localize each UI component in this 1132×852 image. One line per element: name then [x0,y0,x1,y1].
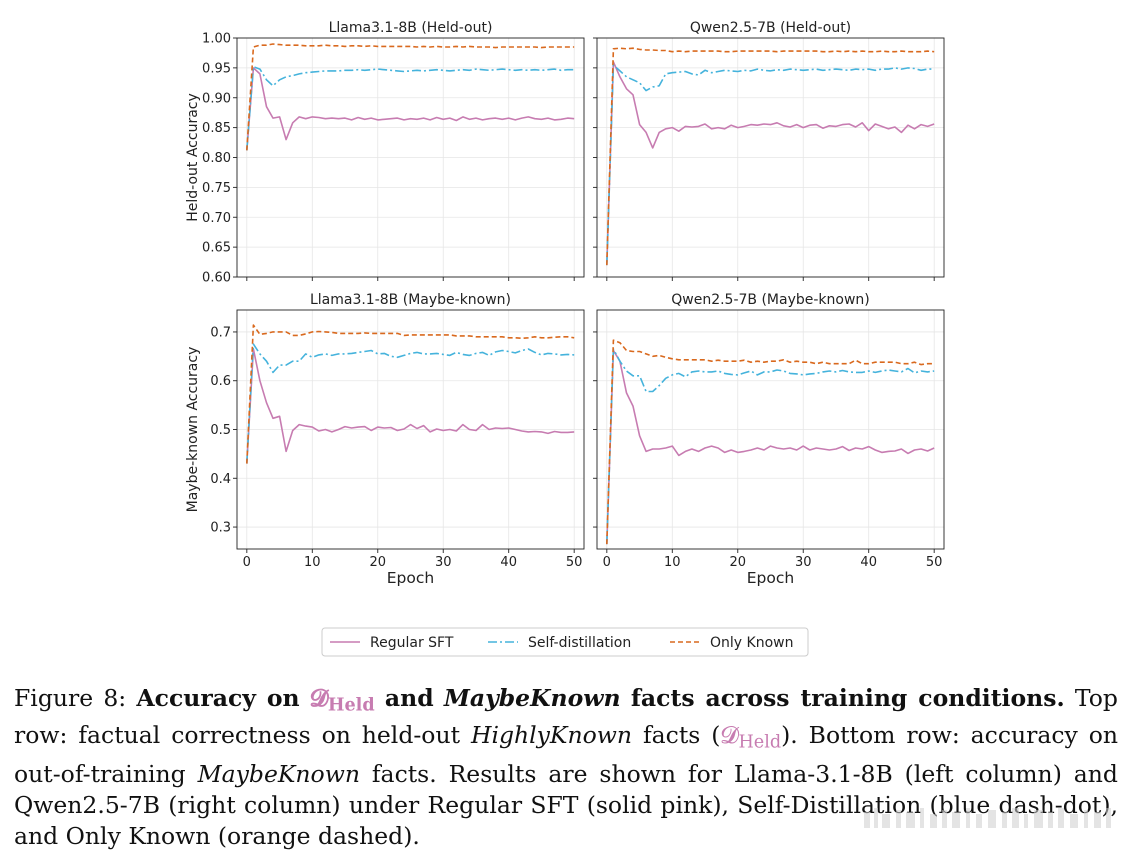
caption-bold-prefix: Accuracy on [136,684,300,712]
caption-highly: HighlyKnown [470,721,633,750]
chart-title: Qwen2.5-7B (Maybe-known) [671,292,870,308]
legend-box [321,627,809,657]
x-tick-label: 20 [729,555,746,570]
chart-title: Llama3.1-8B (Maybe-known) [310,292,511,308]
series-line-self-distillation [606,348,935,545]
caption-text-1: Top row: factual correctness on held-out [14,684,1118,750]
figure-caption: Figure 8: Accuracy on 𝓓Held and MaybeKno… [14,683,1118,852]
chart-panel-4: 0 10 20 30 40 50 Qwen2.5-7B (Maybe-known) Epoch [593,292,945,587]
y-tick-label: 0.5 [210,423,231,438]
x-tick-label: 0 [603,555,611,570]
dheld-symbol-inline: 𝓓Held [720,721,782,753]
y-axis-label: Maybe-known Accuracy [185,347,201,513]
series-line-self-distillation [606,64,935,266]
y-tick-label: 0.75 [202,181,231,196]
dheld-symbol: 𝓓Held [309,684,375,716]
y-axis-label: Held-out Accuracy [185,93,201,222]
x-tick-label: 40 [860,555,877,570]
caption-label: Figure 8: [14,684,127,712]
watermark-icon [864,808,1111,828]
series-line-self-distillation [246,343,575,464]
series-line-only-known [606,47,935,266]
chart-title: Llama3.1-8B (Held-out) [329,20,493,36]
y-tick-label: 0.95 [202,61,231,76]
series-line-only-known [246,43,575,151]
series-line-regular-sft [246,348,575,464]
caption-bold-and: and [384,684,434,712]
series-line-regular-sft [606,61,935,266]
caption-bold-suffix: facts across training conditions. [630,684,1065,712]
series-line-self-distillation [246,65,575,151]
y-tick-label: 0.65 [202,241,231,256]
legend-label-1: Regular SFT [370,635,454,651]
caption-bold-maybe: MaybeKnown [443,684,621,712]
x-tick-label: 50 [926,555,943,570]
caption-text-2: facts ( [642,721,721,750]
chart-panel-1: 0.60 0.65 0.70 0.75 0.80 0.85 0.90 0.95 1.00 Llam… [185,20,585,286]
chart-panel-3: 0 10 20 30 40 50 0.3 0.4 0.5 0.6 0.7 Llama3.1-8B (M… [185,292,585,587]
chart-panel-2: Qwen2.5-7B (Held-out) [593,20,945,281]
x-tick-label: 10 [664,555,681,570]
x-tick-label: 20 [369,555,386,570]
x-tick-label: 0 [243,555,251,570]
series-line-regular-sft [606,349,935,545]
figure: 0.600.650.700.750.800.850.900.951.00Llam… [185,20,945,657]
legend-label-3: Only Known [710,635,793,651]
series-line-only-known [606,339,935,545]
chart-title: Qwen2.5-7B (Held-out) [690,20,851,36]
y-tick-label: 0.90 [202,91,231,106]
caption-text-3: ). Bottom row: accuracy on out-of-traini… [14,721,1118,788]
y-tick-label: 0.80 [202,151,231,166]
legend: Regular SFT Self-distillation Only Known [321,627,809,657]
y-tick-label: 0.70 [202,211,231,226]
y-tick-label: 0.3 [210,521,231,536]
x-tick-label: 40 [500,555,517,570]
y-tick-label: 0.7 [210,325,231,340]
x-axis-label: Epoch [747,569,794,587]
x-axis-label: Epoch [387,569,434,587]
y-tick-label: 1.00 [202,32,231,47]
x-tick-label: 30 [795,555,812,570]
legend-label-2: Self-distillation [528,635,631,651]
x-tick-label: 50 [566,555,583,570]
y-tick-label: 0.4 [210,472,231,487]
caption-maybe: MaybeKnown [197,759,360,788]
x-tick-label: 30 [435,555,452,570]
y-tick-label: 0.60 [202,271,231,286]
series-line-regular-sft [246,67,575,151]
y-tick-label: 0.6 [210,374,231,389]
x-tick-label: 10 [304,555,321,570]
y-tick-label: 0.85 [202,121,231,136]
series-line-only-known [246,324,575,464]
